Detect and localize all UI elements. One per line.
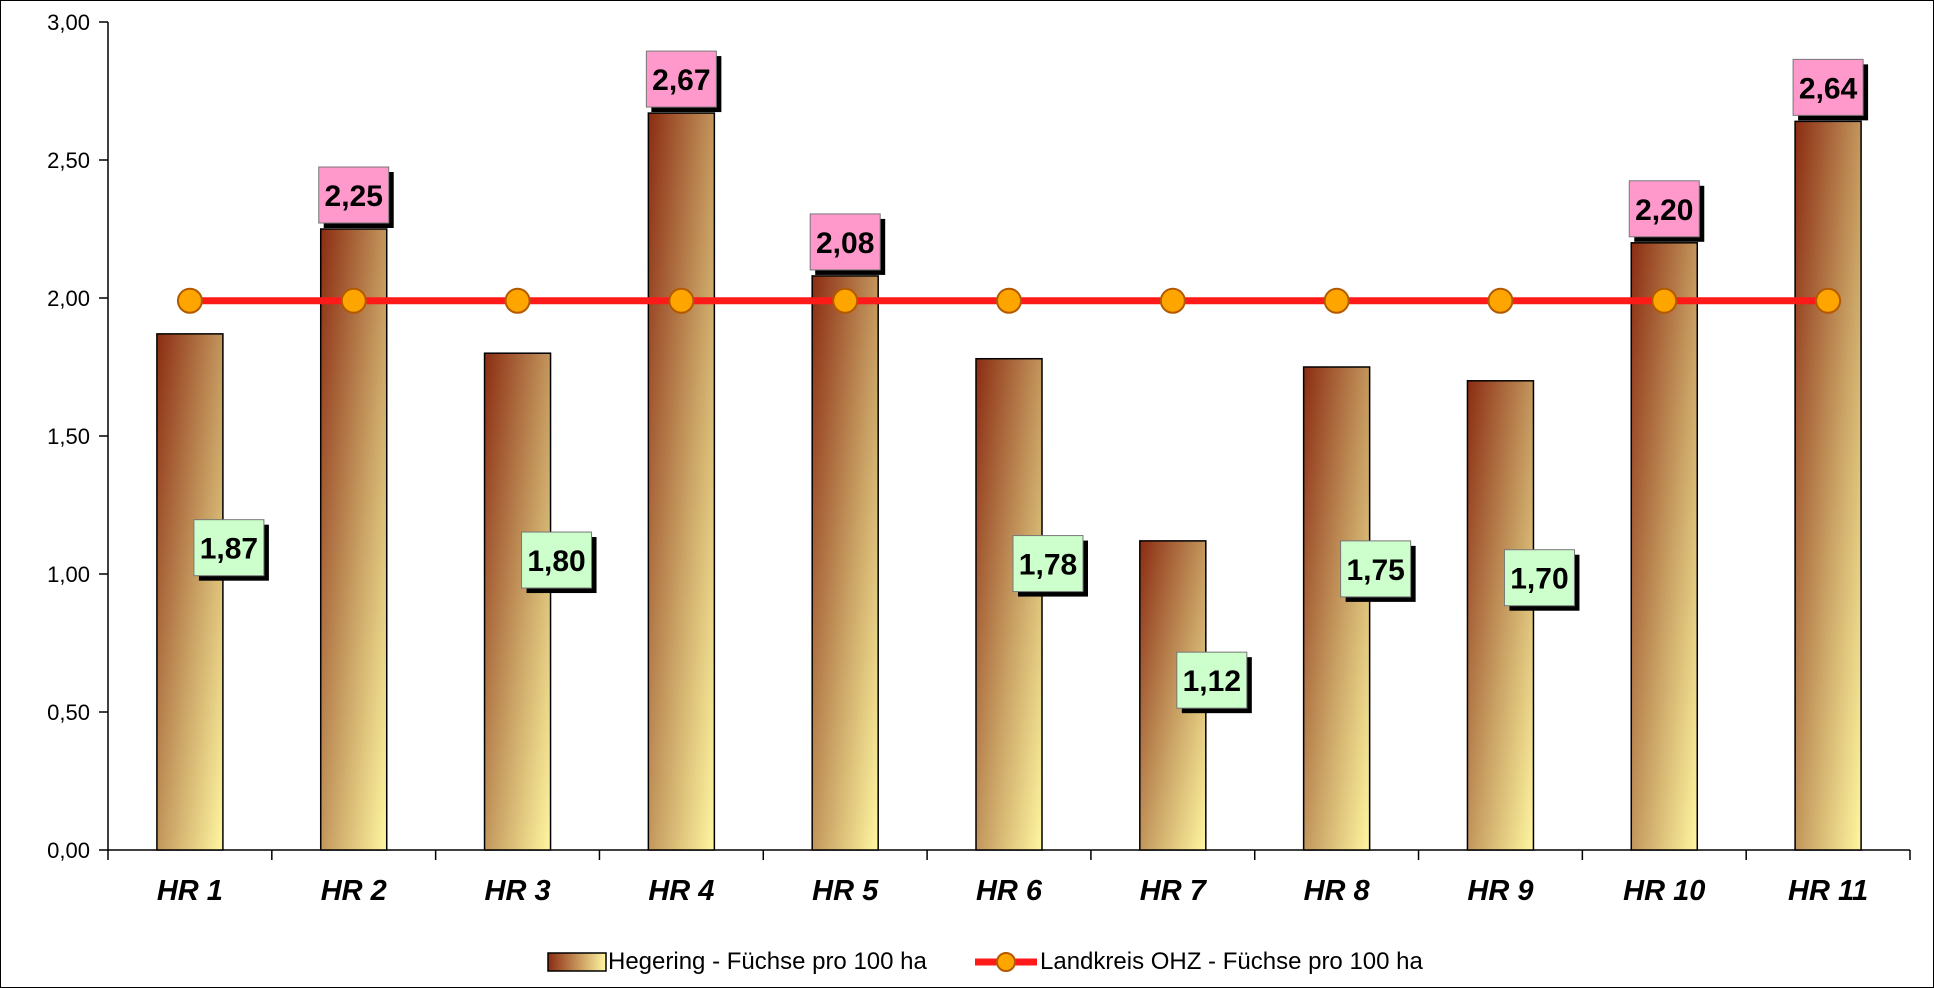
x-tick-label: HR 11 (1788, 875, 1868, 907)
data-label-text: 1,78 (1019, 549, 1077, 582)
line-marker (1816, 289, 1840, 313)
data-label: 1,87 (194, 520, 269, 581)
data-label-text: 1,12 (1183, 665, 1241, 698)
bar (1631, 243, 1697, 850)
data-label: 2,64 (1793, 59, 1868, 120)
data-label: 2,20 (1629, 181, 1704, 242)
bar (157, 334, 223, 850)
bar (1304, 367, 1370, 850)
x-tick-label: HR 2 (321, 875, 387, 907)
bar (485, 353, 551, 850)
line-marker (833, 289, 857, 313)
x-tick-label: HR 3 (485, 875, 551, 907)
x-tick-label: HR 4 (648, 875, 714, 907)
legend-swatch-bar (548, 953, 606, 971)
y-tick-label: 2,00 (47, 286, 90, 311)
data-label-text: 1,70 (1510, 563, 1568, 596)
data-label-text: 1,80 (527, 545, 585, 578)
bar (321, 229, 387, 850)
data-label-text: 2,64 (1799, 72, 1858, 105)
x-tick-label: HR 5 (812, 875, 879, 907)
y-tick-label: 1,00 (47, 562, 90, 587)
data-label-text: 2,25 (325, 180, 383, 213)
y-tick-label: 0,00 (47, 838, 90, 863)
line-marker (997, 289, 1021, 313)
data-label-text: 2,20 (1635, 194, 1693, 227)
line-marker (342, 289, 366, 313)
data-label: 2,08 (810, 214, 885, 275)
y-tick-label: 0,50 (47, 700, 90, 725)
y-tick-label: 3,00 (47, 10, 90, 35)
x-tick-label: HR 1 (157, 875, 223, 907)
x-tick-label: HR 6 (976, 875, 1043, 907)
line-marker (669, 289, 693, 313)
x-tick-label: HR 8 (1304, 875, 1371, 907)
line-marker (1161, 289, 1185, 313)
line-marker (1325, 289, 1349, 313)
y-tick-label: 1,50 (47, 424, 90, 449)
legend-label-line: Landkreis OHZ - Füchse pro 100 ha (1040, 948, 1424, 975)
x-tick-label: HR 10 (1623, 875, 1705, 907)
x-tick-label: HR 7 (1140, 875, 1208, 907)
data-label-text: 1,75 (1346, 554, 1404, 587)
legend-label-bar: Hegering - Füchse pro 100 ha (608, 948, 928, 975)
data-label: 1,78 (1013, 536, 1088, 597)
data-label-text: 2,67 (652, 64, 710, 97)
bar (1795, 121, 1861, 850)
data-label: 2,25 (319, 167, 394, 228)
line-marker (1488, 289, 1512, 313)
data-label-text: 1,87 (200, 533, 258, 566)
data-label-text: 2,08 (816, 227, 874, 260)
legend-item-line: Landkreis OHZ - Füchse pro 100 ha (975, 948, 1424, 975)
data-label: 2,67 (646, 51, 721, 112)
data-label: 1,75 (1341, 541, 1416, 602)
line-marker (1652, 289, 1676, 313)
bar (976, 359, 1042, 850)
data-label: 1,12 (1177, 652, 1252, 713)
data-label: 1,70 (1504, 550, 1579, 611)
bar (648, 113, 714, 850)
line-marker (178, 289, 202, 313)
bar (1467, 381, 1533, 850)
y-tick-label: 2,50 (47, 148, 90, 173)
data-label: 1,80 (522, 532, 597, 593)
legend-swatch-marker (997, 953, 1015, 971)
line-marker (506, 289, 530, 313)
x-tick-label: HR 9 (1467, 875, 1533, 907)
bar (812, 276, 878, 850)
